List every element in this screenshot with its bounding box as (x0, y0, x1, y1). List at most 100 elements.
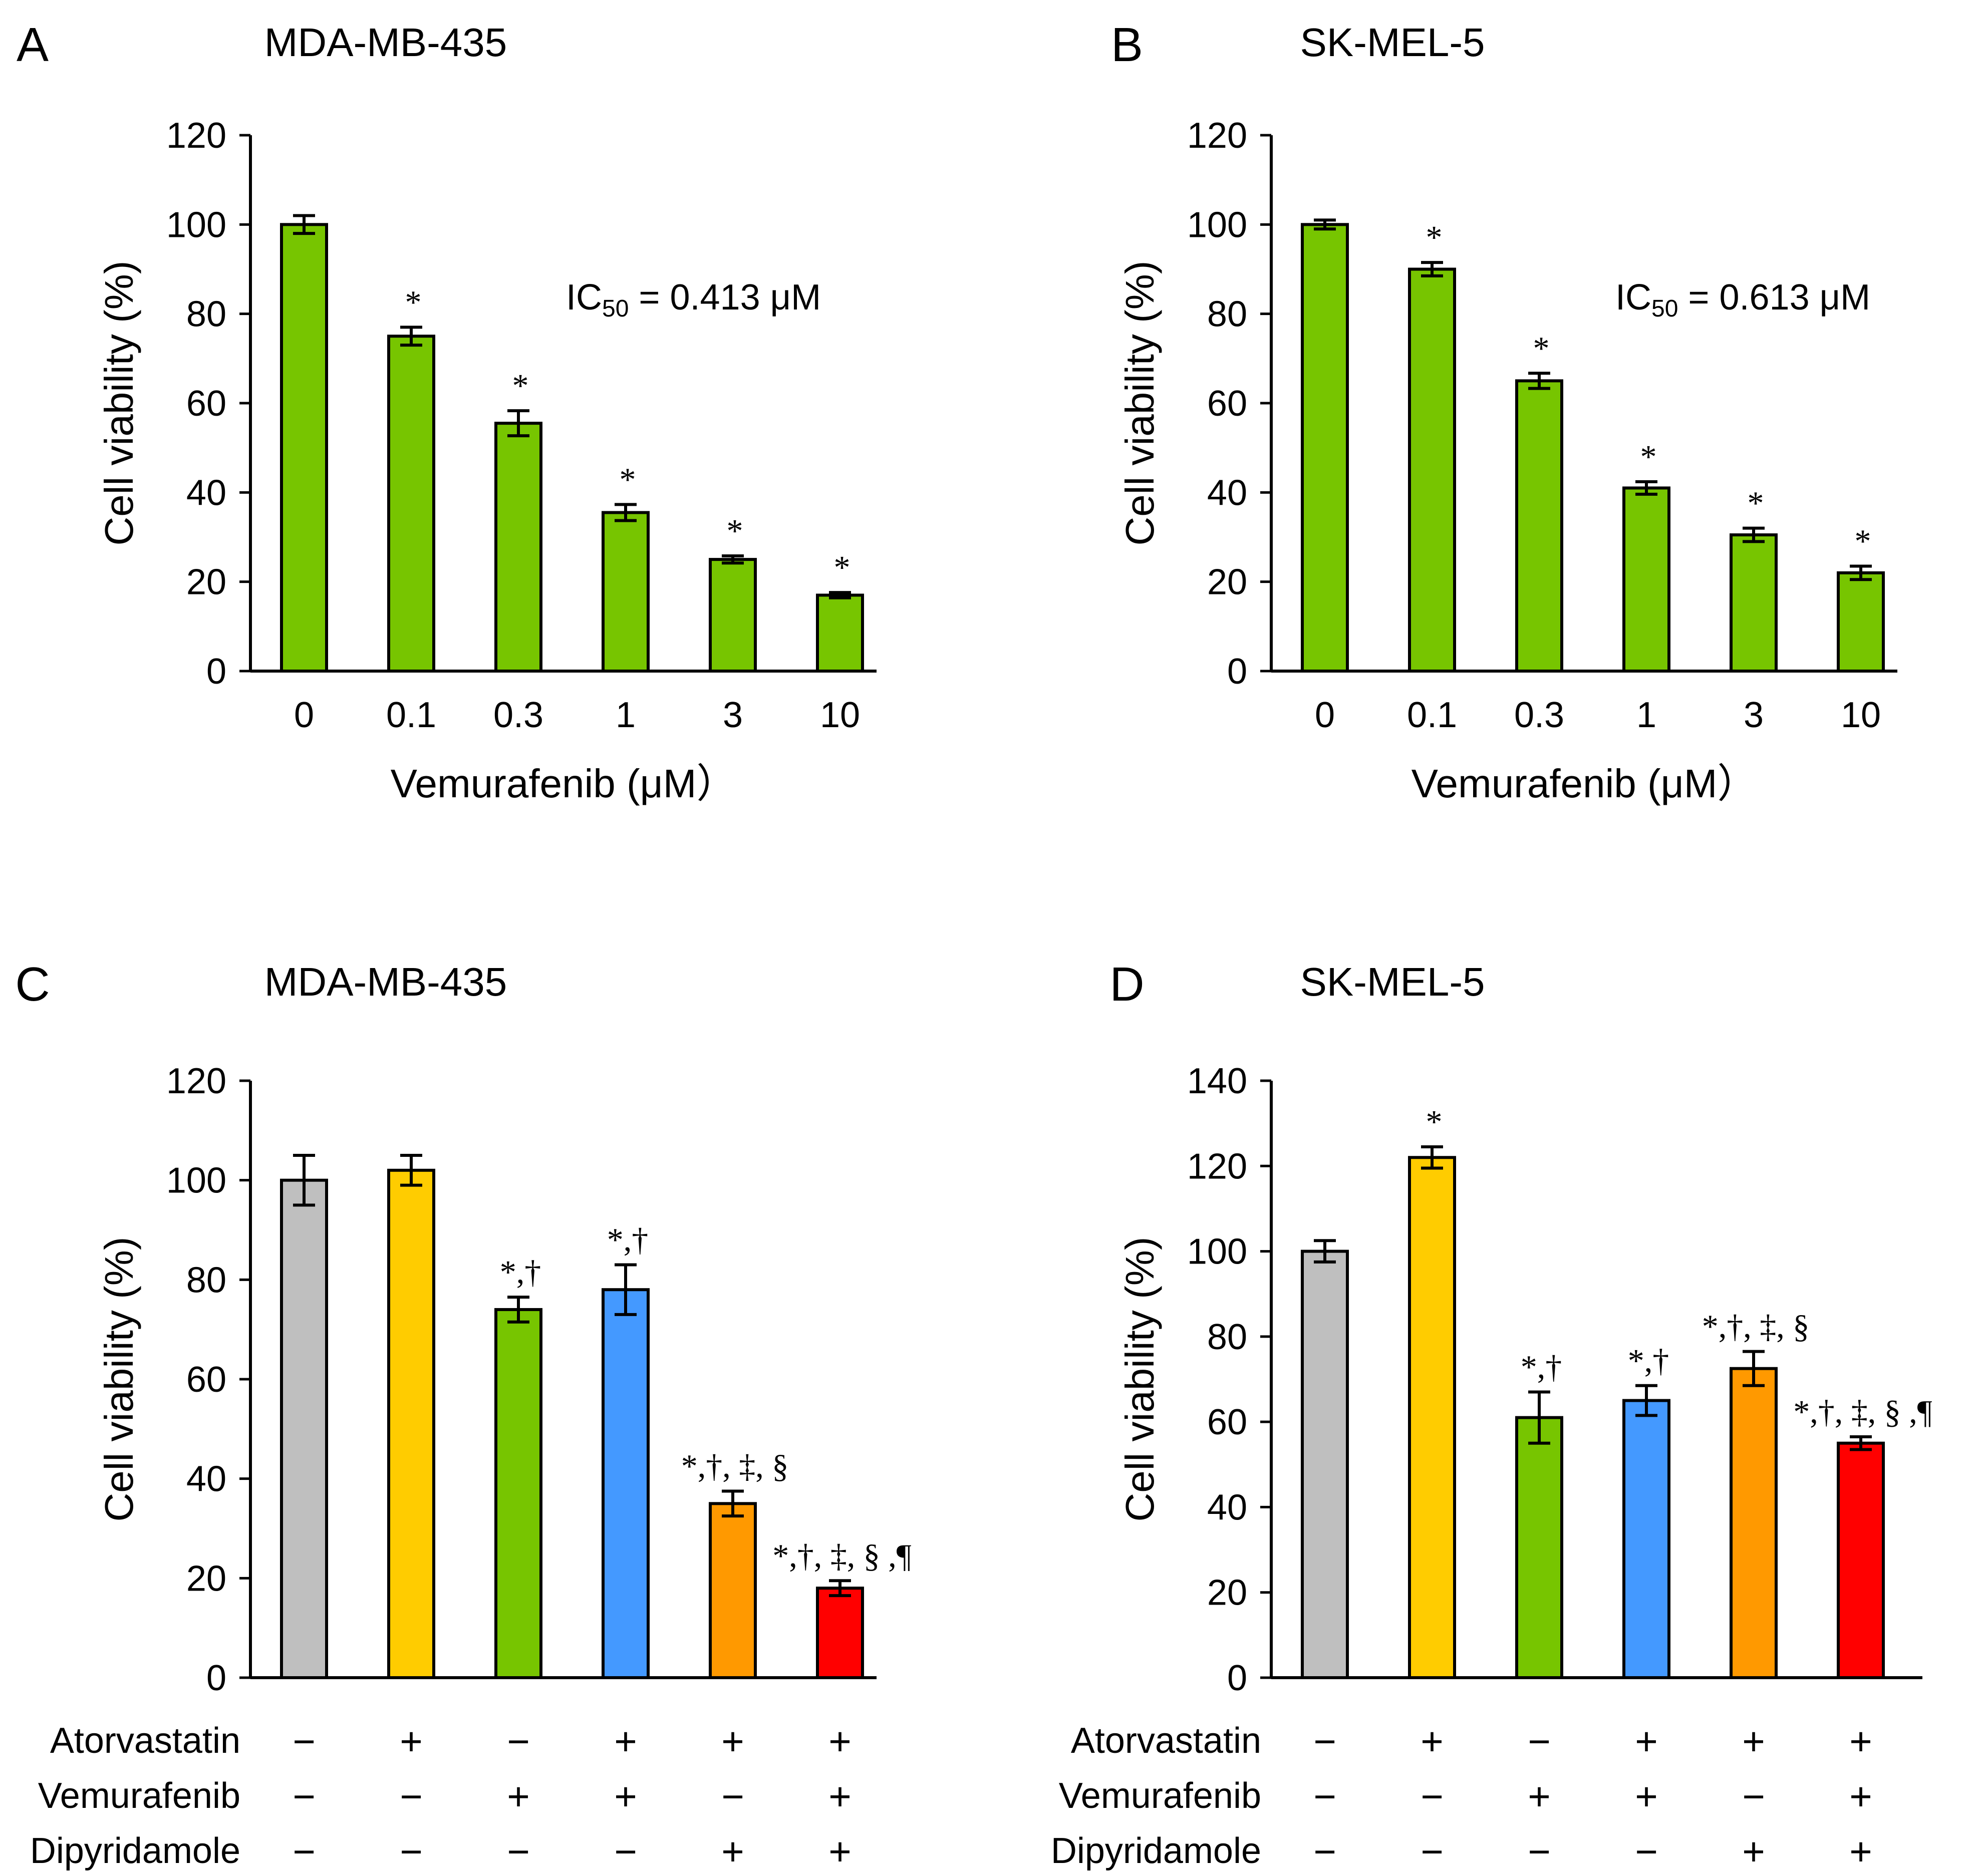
y-tick-label: 40 (186, 473, 226, 513)
ic50-value: = 0.613 μM (1678, 277, 1870, 318)
treatment-sign: + (1849, 1719, 1872, 1763)
x-tick-label: 10 (820, 695, 860, 735)
y-tick-label: 80 (186, 294, 226, 335)
y-tick-label: 60 (1207, 384, 1247, 424)
x-tick-label: 0 (294, 695, 314, 735)
treatment-label: Dipyridamole (1051, 1831, 1261, 1871)
x-tick-label: 0.1 (1407, 695, 1457, 735)
treatment-sign: − (1313, 1774, 1336, 1818)
ic50-prefix: IC (566, 277, 602, 318)
y-axis-label: Cell viability (%) (1117, 261, 1162, 546)
treatment-label: Dipyridamole (30, 1831, 240, 1871)
y-tick-label: 120 (1187, 116, 1247, 156)
chart-title: MDA-MB-435 (264, 20, 507, 65)
significance-label: * (1426, 1104, 1443, 1140)
y-tick-label: 60 (1207, 1402, 1247, 1442)
bar (280, 223, 328, 673)
treatment-sign: + (400, 1719, 423, 1763)
bar (709, 1502, 757, 1679)
panel-letter: A (17, 18, 49, 72)
y-tick-label: 20 (1207, 1573, 1247, 1613)
treatment-sign: − (400, 1774, 423, 1818)
bar (1408, 267, 1456, 673)
significance-label: * (620, 461, 636, 498)
treatment-sign: − (1313, 1719, 1336, 1763)
treatment-label: Atorvastatin (1071, 1721, 1261, 1761)
treatment-sign: + (614, 1719, 637, 1763)
bar (1730, 533, 1778, 673)
panel-letter: D (1109, 958, 1144, 1011)
bar (387, 1168, 435, 1680)
treatment-sign: + (1849, 1829, 1872, 1873)
significance-label: *,† (500, 1254, 541, 1291)
bar (494, 422, 542, 673)
y-tick-label: 100 (166, 205, 226, 245)
ic50-subscript: 50 (602, 295, 629, 322)
y-tick-label: 40 (186, 1459, 226, 1499)
ic50-prefix: IC (1615, 277, 1651, 318)
significance-label: *,†, ‡, § ,¶ (772, 1537, 912, 1574)
bar (1408, 1156, 1456, 1679)
x-axis-label: Vemurafenib (μM） (1412, 761, 1758, 806)
y-tick-label: 120 (166, 116, 226, 156)
bar (1301, 1249, 1349, 1680)
y-tick-label: 20 (186, 1558, 226, 1599)
significance-label: *,† (607, 1222, 649, 1259)
treatment-sign: + (1849, 1774, 1872, 1818)
treatment-sign: + (614, 1774, 637, 1818)
treatment-sign: + (1528, 1774, 1551, 1818)
x-tick-label: 0.1 (386, 695, 436, 735)
bar (1837, 1441, 1885, 1680)
significance-label: *,†, ‡, § (1702, 1309, 1810, 1345)
significance-label: * (1855, 523, 1871, 559)
treatment-sign: − (1421, 1774, 1444, 1818)
panel-letter: C (15, 958, 50, 1011)
y-tick-label: 0 (1227, 652, 1247, 692)
y-tick-label: 100 (1187, 1232, 1247, 1272)
treatment-sign: − (1528, 1719, 1551, 1763)
chart-title: MDA-MB-435 (264, 960, 507, 1004)
y-tick-label: 0 (1227, 1658, 1247, 1698)
y-tick-label: 0 (206, 652, 226, 692)
bar (280, 1178, 328, 1680)
bar (602, 511, 650, 673)
x-tick-label: 0.3 (1514, 695, 1564, 735)
y-tick-label: 60 (186, 384, 226, 424)
x-tick-label: 3 (723, 695, 743, 735)
x-tick-label: 1 (616, 695, 636, 735)
treatment-sign: − (293, 1829, 316, 1873)
significance-label: * (405, 284, 422, 321)
y-tick-label: 140 (1187, 1061, 1247, 1101)
treatment-sign: − (1313, 1829, 1336, 1873)
bar (709, 558, 757, 673)
y-tick-label: 20 (186, 562, 226, 602)
ic50-value: = 0.413 μM (629, 277, 821, 318)
chart-title: SK-MEL-5 (1300, 960, 1485, 1004)
bar (494, 1308, 542, 1679)
ic50-annotation: IC50 = 0.613 μM (1615, 277, 1870, 322)
treatment-label: Vemurafenib (38, 1776, 240, 1816)
treatment-sign: + (1421, 1719, 1444, 1763)
treatment-sign: + (507, 1774, 530, 1818)
treatment-label: Atorvastatin (50, 1721, 240, 1761)
y-tick-label: 80 (1207, 294, 1247, 335)
y-tick-label: 120 (1187, 1146, 1247, 1186)
y-tick-label: 100 (1187, 205, 1247, 245)
bar (602, 1288, 650, 1679)
y-tick-label: 20 (1207, 562, 1247, 602)
treatment-sign: − (614, 1829, 637, 1873)
x-tick-label: 10 (1841, 695, 1881, 735)
treatment-sign: − (1421, 1829, 1444, 1873)
significance-label: * (1533, 330, 1550, 367)
treatment-sign: − (400, 1829, 423, 1873)
treatment-sign: + (721, 1719, 744, 1763)
treatment-sign: − (721, 1774, 744, 1818)
x-tick-label: 0.3 (493, 695, 543, 735)
significance-label: *,† (1628, 1343, 1669, 1379)
bar (816, 1587, 864, 1679)
treatment-label: Vemurafenib (1059, 1776, 1261, 1816)
y-axis-label: Cell viability (%) (97, 1237, 141, 1522)
treatment-sign: + (721, 1829, 744, 1873)
treatment-sign: − (1635, 1829, 1658, 1873)
y-axis-label: Cell viability (%) (97, 261, 141, 546)
